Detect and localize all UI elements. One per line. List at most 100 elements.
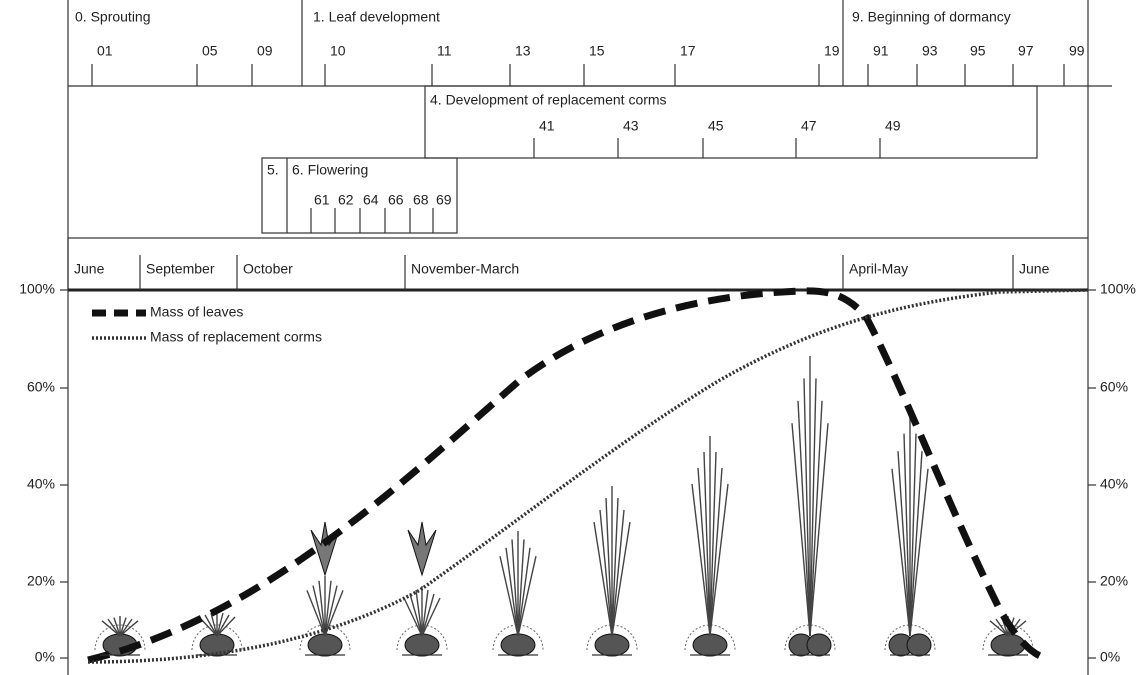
corm [500,633,536,657]
leaf [909,433,917,637]
code-label: 09 [257,43,273,59]
leaf [517,539,525,637]
leaf [891,468,911,637]
leaf [897,451,911,637]
leaf [421,597,441,637]
leaf [803,378,811,637]
y-tick-label: 20% [27,573,55,589]
leaf [517,547,531,637]
leaf [611,497,619,637]
leaf [709,483,729,637]
leaf [989,620,1009,637]
leaf [119,617,127,637]
corm [404,633,440,657]
leaf [809,400,823,637]
corm [806,633,832,657]
leaf [216,612,224,637]
leaf [318,580,326,637]
code-label: 64 [363,192,379,208]
y-tick-label: 100% [1100,281,1136,297]
code-label: 15 [589,43,605,59]
leaf [210,612,218,637]
code-label: 13 [515,43,531,59]
leaf [403,597,423,637]
leaf [306,590,326,637]
flower [310,521,340,577]
months-box [67,237,1089,291]
y-tick-label: 40% [1100,476,1128,492]
corm [990,633,1026,657]
code-label: 49 [885,118,901,134]
leaf [107,618,121,637]
leaf [499,556,519,637]
code-label: 97 [1018,43,1034,59]
code-label: 11 [437,43,452,59]
leaf [119,618,133,637]
leaf [909,468,929,637]
month-label: November-March [411,261,519,277]
stage-label: 0. Sprouting [75,9,151,25]
corm [692,633,728,657]
stage-label: 1. Leaf development [313,9,440,25]
leaf [909,451,923,637]
stage-label: 9. Beginning of dormancy [852,9,1011,25]
corm-box [424,85,1038,159]
code-label: 66 [388,192,404,208]
leaf [903,433,911,637]
leaf [324,580,332,637]
leaf [605,497,613,637]
code-label: 47 [801,118,817,134]
leaf [415,589,423,637]
leaf [797,400,811,637]
y-tick-label: 60% [27,379,55,395]
leaf [697,467,711,637]
leaf [101,620,121,637]
corm [906,633,932,657]
leaf [517,556,537,637]
leaf [691,483,711,637]
code-label: 95 [970,43,986,59]
stage-label: 4. Development of replacement corms [430,92,667,108]
leaf [312,585,326,637]
corm [307,633,343,657]
stage-label: 6. Flowering [292,162,368,178]
code-label: 61 [314,192,330,208]
code-label: 45 [708,118,724,134]
code-label: 17 [680,43,696,59]
leaf [611,521,631,637]
code-label: 19 [824,43,840,59]
month-label: October [243,261,293,277]
code-label: 05 [202,43,218,59]
leaf [409,593,423,637]
corm [594,633,630,657]
leaf [709,451,717,637]
frames [67,0,1112,675]
month-label: September [146,261,215,277]
code-label: 93 [922,43,938,59]
month-label: April-May [849,261,908,277]
code-label: 99 [1069,43,1085,59]
leaf [421,589,429,637]
leaf [703,451,711,637]
code-label: 68 [413,192,429,208]
leaf [324,585,338,637]
leaf [505,547,519,637]
plant-illustrations [94,356,1034,657]
flower [407,521,437,577]
leaf [809,378,817,637]
leaf [324,590,344,637]
month-label: June [74,261,105,277]
leaf [709,467,723,637]
leaf [995,618,1009,637]
code-label: 43 [623,118,639,134]
leaf [593,521,613,637]
leaf [204,614,218,637]
code-label: 62 [338,192,354,208]
leaf [511,539,519,637]
code-label: 69 [436,192,452,208]
y-tick-label: 60% [1100,379,1128,395]
code-label: 41 [539,118,555,134]
leaf [216,616,236,637]
y-tick-label: 0% [35,649,55,665]
